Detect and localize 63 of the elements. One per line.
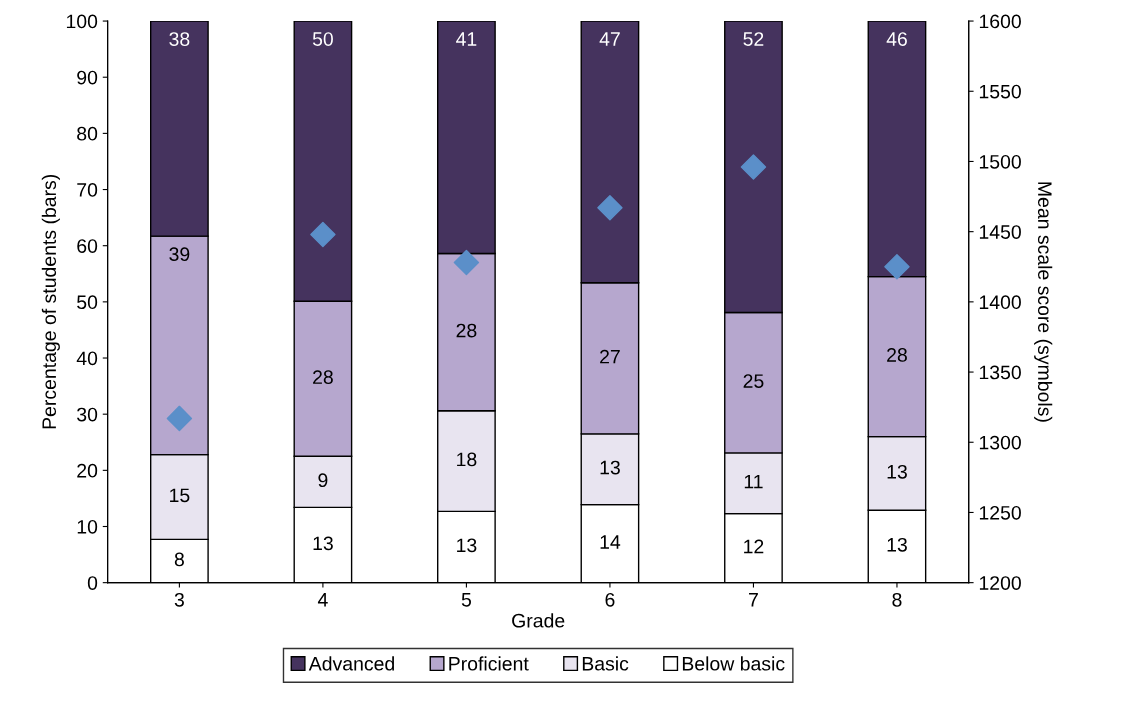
data-label: 28 bbox=[313, 370, 333, 385]
data-label: 9 bbox=[318, 473, 328, 488]
point bbox=[597, 195, 623, 221]
x-tick-label: 7 bbox=[749, 593, 758, 607]
data-label: 14 bbox=[600, 535, 621, 549]
legend-label: Advanced bbox=[308, 656, 394, 671]
data-label: 25 bbox=[743, 374, 764, 388]
point bbox=[166, 405, 193, 432]
legend-label: Basic bbox=[582, 656, 629, 671]
data-label: 15 bbox=[170, 488, 190, 503]
x-tick-label: 6 bbox=[605, 592, 615, 607]
data-label: 50 bbox=[312, 32, 333, 46]
x-tick-label: 8 bbox=[892, 592, 902, 607]
y2-tick-label: 1250 bbox=[979, 505, 1021, 520]
data-label: 38 bbox=[169, 32, 190, 46]
legend-label: Below basic bbox=[682, 656, 785, 671]
data-label: 13 bbox=[457, 538, 477, 553]
x-tick-label: 3 bbox=[174, 592, 184, 607]
y2-tick-label: 1500 bbox=[979, 154, 1021, 169]
data-label: 8 bbox=[174, 552, 184, 567]
x-axis-title: Grade bbox=[512, 613, 565, 628]
legend-label: Proficient bbox=[449, 656, 529, 671]
y2-tick-label: 1600 bbox=[979, 14, 1021, 29]
data-label: 27 bbox=[600, 349, 620, 364]
y2-tick-label: 1350 bbox=[979, 365, 1021, 380]
point bbox=[453, 249, 480, 276]
data-label: 13 bbox=[600, 460, 620, 475]
y2-tick-label: 1200 bbox=[979, 576, 1021, 590]
y-tick-label: 30 bbox=[77, 407, 98, 422]
data-label: 28 bbox=[456, 323, 477, 338]
y-tick-label: 60 bbox=[77, 239, 98, 253]
x-tick-label: 5 bbox=[461, 593, 472, 607]
data-label: 28 bbox=[887, 348, 907, 362]
y-tick-label: 10 bbox=[77, 519, 98, 534]
point bbox=[740, 154, 767, 180]
x-tick-label: 4 bbox=[317, 593, 328, 607]
data-label: 12 bbox=[744, 539, 764, 554]
y-tick-label: 80 bbox=[77, 126, 98, 141]
y2-tick-label: 1400 bbox=[979, 295, 1021, 310]
data-label: 47 bbox=[599, 32, 620, 46]
y-tick-label: 50 bbox=[77, 295, 98, 310]
data-label: 13 bbox=[887, 537, 907, 552]
data-label: 13 bbox=[313, 536, 333, 551]
y2-tick-label: 1450 bbox=[979, 225, 1021, 239]
y-tick-label: 20 bbox=[77, 463, 98, 478]
data-label: 11 bbox=[744, 474, 763, 489]
data-label: 52 bbox=[743, 32, 764, 46]
data-label: 18 bbox=[457, 452, 477, 467]
y2-tick-label: 1300 bbox=[979, 435, 1021, 450]
y-tick-label: 100 bbox=[66, 14, 98, 29]
data-label: 41 bbox=[456, 32, 477, 46]
point bbox=[310, 221, 336, 248]
data-label: 46 bbox=[886, 32, 907, 46]
y-tick-label: 70 bbox=[77, 183, 98, 197]
y-tick-label: 0 bbox=[87, 576, 98, 590]
y2-axis-title: Mean scale score (symbols) bbox=[1034, 182, 1053, 422]
y-tick-label: 40 bbox=[76, 351, 98, 366]
point bbox=[884, 254, 910, 280]
y2-tick-label: 1550 bbox=[979, 84, 1021, 99]
data-label: 39 bbox=[169, 247, 190, 262]
y-axis-title: Percentage of students (bars) bbox=[41, 174, 60, 429]
y-tick-label: 90 bbox=[77, 70, 98, 85]
data-label: 13 bbox=[887, 464, 907, 479]
